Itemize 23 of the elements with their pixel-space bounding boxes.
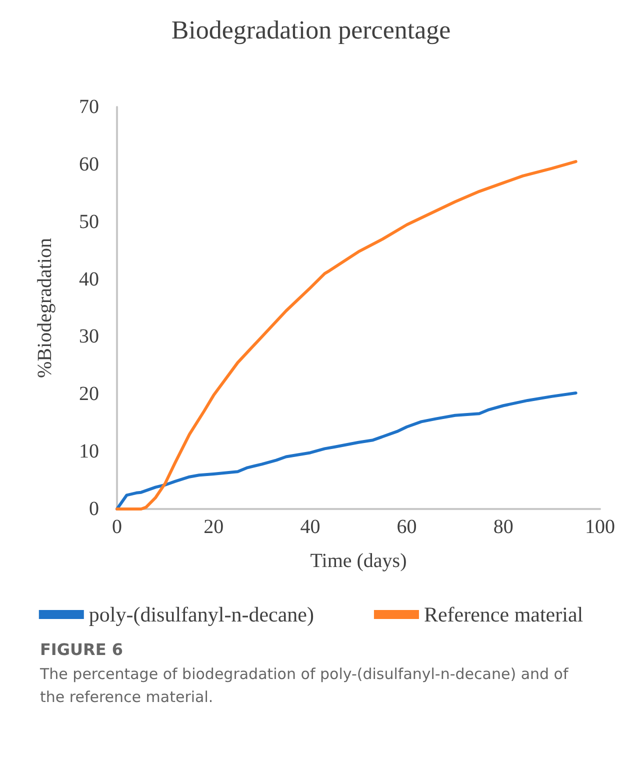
- x-tick-label: 100: [585, 516, 615, 538]
- y-tick-label: 50: [79, 210, 99, 233]
- y-tick-label: 40: [79, 268, 99, 290]
- x-tick-label: 80: [493, 516, 514, 538]
- x-tick-label: 20: [204, 516, 224, 538]
- text: The percentage of biodegradation of poly-(disulfanyl-n-decane) and of the reference material.: [40, 664, 570, 708]
- y-tick-label: 30: [79, 326, 99, 348]
- x-tick-label: 40: [300, 516, 320, 538]
- y-tick-label: 20: [79, 383, 99, 406]
- y-tick-label: 70: [79, 96, 99, 118]
- caption: FIGURE 6: [40, 640, 124, 659]
- x-tick-label: 60: [396, 516, 417, 538]
- line-series: [116, 160, 578, 510]
- y-tick-label: 60: [79, 153, 99, 176]
- legend-label: Reference material: [424, 602, 584, 626]
- chart-title: Biodegradation percentage: [171, 16, 451, 44]
- x-tick-label: 0: [112, 516, 122, 538]
- x-axis-title: Time (days): [310, 550, 407, 572]
- y-tick-label: 0: [89, 498, 99, 520]
- y-axis-title: %Biodegradation: [34, 238, 56, 378]
- y-tick-label: 10: [79, 440, 99, 463]
- legend-label: poly-(disulfanyl-n-decane): [88, 602, 314, 626]
- line-series: [116, 391, 578, 510]
